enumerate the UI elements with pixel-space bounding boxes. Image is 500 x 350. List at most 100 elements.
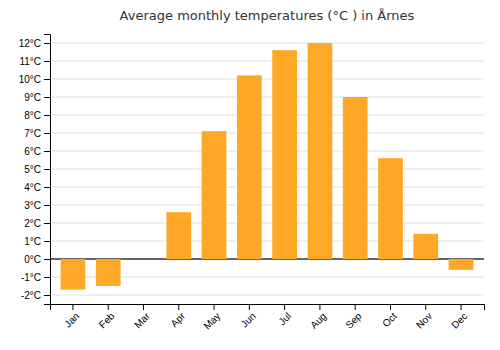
x-tick-mark bbox=[461, 304, 462, 310]
x-tick-mark bbox=[214, 304, 215, 310]
x-tick: Jan bbox=[62, 304, 81, 330]
x-tick-label: Mar bbox=[132, 310, 152, 330]
x-tick: Jun bbox=[239, 304, 258, 330]
grid-line bbox=[50, 61, 484, 62]
y-tick-mark bbox=[44, 277, 50, 278]
grid-line bbox=[50, 295, 484, 296]
bar bbox=[449, 259, 474, 270]
bar bbox=[96, 259, 121, 286]
x-tick-label: Oct bbox=[380, 310, 399, 329]
y-tick: 3°C bbox=[24, 200, 50, 211]
y-tick-label: 9°C bbox=[24, 92, 41, 103]
y-tick: 0°C bbox=[24, 254, 50, 265]
y-tick-label: 10°C bbox=[19, 74, 41, 85]
bar bbox=[272, 50, 297, 259]
y-tick-mark bbox=[44, 115, 50, 116]
y-tick: 9°C bbox=[24, 92, 50, 103]
grid-line bbox=[50, 97, 484, 98]
y-tick-mark bbox=[44, 151, 50, 152]
bar bbox=[131, 259, 156, 260]
y-tick-label: 3°C bbox=[24, 200, 41, 211]
x-tick-mark bbox=[249, 304, 250, 310]
y-tick: 2°C bbox=[24, 218, 50, 229]
y-tick-label: 0°C bbox=[24, 254, 41, 265]
grid-line bbox=[50, 115, 484, 116]
grid-line bbox=[50, 43, 484, 44]
x-tick: Nov bbox=[414, 304, 434, 331]
x-tick-mark bbox=[72, 304, 73, 310]
y-tick-mark bbox=[44, 223, 50, 224]
x-tick-mark bbox=[178, 304, 179, 310]
y-tick: 5°C bbox=[24, 164, 50, 175]
grid-line bbox=[50, 187, 484, 188]
y-tick-mark bbox=[44, 133, 50, 134]
y-tick: 6°C bbox=[24, 146, 50, 157]
x-tick-label: Jun bbox=[239, 310, 258, 329]
bars bbox=[61, 43, 474, 290]
title: Average monthly temperatures (°C ) in År… bbox=[120, 8, 415, 23]
x-tick: Apr bbox=[168, 304, 187, 329]
y-tick-mark bbox=[44, 187, 50, 188]
x-tick-mark bbox=[108, 304, 109, 310]
x-tick-mark bbox=[319, 304, 320, 310]
bar bbox=[61, 259, 86, 290]
y-tick-mark bbox=[44, 43, 50, 44]
x-tick-label: Jan bbox=[62, 310, 81, 329]
grid-line bbox=[50, 79, 484, 80]
y-tick: -2°C bbox=[21, 290, 50, 301]
y-tick-mark bbox=[44, 295, 50, 296]
y-tick-label: -2°C bbox=[21, 290, 41, 301]
y-tick-label: 8°C bbox=[24, 110, 41, 121]
grid-line bbox=[50, 151, 484, 152]
y-axis-line bbox=[44, 35, 51, 305]
y-tick: 12°C bbox=[19, 38, 50, 49]
bar bbox=[237, 75, 262, 259]
bar bbox=[202, 131, 227, 259]
x-tick: May bbox=[201, 304, 222, 332]
grid-line bbox=[50, 133, 484, 134]
chart: -2°C -1°C 0°C 1°C 2°C 3°C 4°C 5°C 6°C 7°C 8°C 9°C 10… bbox=[0, 0, 500, 350]
y-tick-label: 6°C bbox=[24, 146, 41, 157]
x-tick-mark bbox=[425, 304, 426, 310]
plot: -2°C -1°C 0°C 1°C 2°C 3°C 4°C 5°C 6°C 7°C 8°C 9°C 10… bbox=[19, 35, 485, 332]
y-tick: 4°C bbox=[24, 182, 50, 193]
x-tick: Jul bbox=[276, 304, 293, 327]
y-tick-mark bbox=[44, 205, 50, 206]
y-tick-mark bbox=[44, 169, 50, 170]
y-tick: 7°C bbox=[24, 128, 50, 139]
y-tick-mark bbox=[44, 241, 50, 242]
y-tick: 11°C bbox=[19, 56, 50, 67]
grid-line bbox=[50, 223, 484, 224]
y-tick-label: 2°C bbox=[24, 218, 41, 229]
y-tick-label: 12°C bbox=[19, 38, 41, 49]
x-tick: Oct bbox=[380, 304, 399, 329]
x-tick-label: Feb bbox=[97, 310, 117, 330]
x-tick: Sep bbox=[343, 304, 364, 331]
y-tick-label: 7°C bbox=[24, 128, 41, 139]
y-tick: 8°C bbox=[24, 110, 50, 121]
y-tick-label: 1°C bbox=[24, 236, 41, 247]
bar bbox=[166, 212, 191, 259]
grid-line bbox=[50, 205, 484, 206]
x-tick-mark bbox=[143, 304, 144, 310]
x-tick: Dec bbox=[449, 304, 469, 331]
y-tick-label: 4°C bbox=[24, 182, 41, 193]
x-tick-label: Aug bbox=[308, 310, 328, 330]
y-tick-label: 5°C bbox=[24, 164, 41, 175]
y-tick-mark bbox=[44, 97, 50, 98]
x-tick-mark bbox=[284, 304, 285, 310]
x-tick-label: Sep bbox=[343, 310, 364, 331]
x-tick-label: Jul bbox=[276, 310, 293, 327]
x-tick-label: Apr bbox=[168, 310, 187, 329]
y-axis: -2°C -1°C 0°C 1°C 2°C 3°C 4°C 5°C 6°C 7°C 8°C 9°C 10… bbox=[19, 35, 51, 305]
x-axis-line bbox=[51, 305, 485, 311]
y-tick-label: -1°C bbox=[21, 272, 41, 283]
y-tick-mark bbox=[44, 61, 50, 62]
x-tick-mark bbox=[390, 304, 391, 310]
y-tick: 1°C bbox=[24, 236, 50, 247]
bar bbox=[378, 158, 403, 259]
x-tick-label: May bbox=[201, 310, 222, 331]
x-tick-label: Dec bbox=[449, 310, 469, 330]
x-tick: Aug bbox=[308, 304, 328, 331]
x-axis: Jan Feb Mar Apr May Jun Jul Aug Sep Oct Nov Dec bbox=[51, 304, 485, 332]
